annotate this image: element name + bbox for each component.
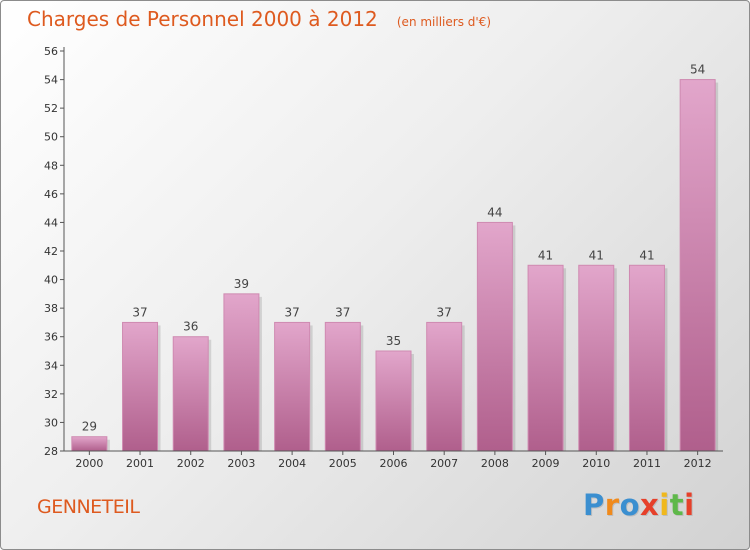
bar-value-label: 35 [386,334,401,348]
proxiti-logo: Proxiti [583,488,695,522]
bar [476,221,513,452]
logo-letter: i [659,488,670,522]
x-tick-label: 2011 [633,457,661,470]
bar [172,336,209,452]
bar [122,321,159,452]
y-tick-label: 42 [44,245,58,258]
y-tick-label: 36 [44,331,58,344]
logo-letter: r [604,488,620,522]
x-tick-label: 2007 [430,457,458,470]
x-tick-label: 2001 [126,457,154,470]
y-tick-label: 30 [44,416,58,429]
title-row: Charges de Personnel 2000 à 2012 (en mil… [27,7,491,31]
chart-title: Charges de Personnel 2000 à 2012 [27,7,378,31]
bar [375,350,412,452]
bar [223,293,260,452]
bar-value-label: 44 [487,205,502,219]
labels-layer: 29 2000 37 2001 36 2002 39 2003 37 2004 37 2005 35 20… [44,45,712,470]
bar [628,264,665,452]
x-tick-label: 2012 [684,457,712,470]
x-tick-label: 2008 [481,457,509,470]
x-tick-label: 2009 [532,457,560,470]
x-tick-label: 2002 [177,457,205,470]
logo-letter: i [684,488,695,522]
bar-value-label: 37 [437,305,452,319]
bar [426,321,463,452]
x-tick-label: 2005 [329,457,357,470]
bar [71,436,108,452]
bar-value-label: 54 [690,63,705,77]
bar-value-label: 29 [82,420,97,434]
x-tick-label: 2000 [75,457,103,470]
commune-name: GENNETEIL [37,496,140,518]
y-tick-label: 40 [44,274,58,287]
y-tick-label: 52 [44,102,58,115]
axes [60,47,723,455]
chart-unit-label: (en milliers d'€) [396,15,491,29]
x-tick-label: 2003 [227,457,255,470]
y-tick-label: 34 [44,359,58,372]
bar [274,321,311,452]
bar-value-label: 41 [538,248,553,262]
bar-value-label: 36 [183,320,198,334]
x-tick-label: 2006 [380,457,408,470]
y-tick-label: 32 [44,388,58,401]
bar-value-label: 37 [284,305,299,319]
logo-letter: o [619,488,641,522]
x-tick-label: 2004 [278,457,306,470]
y-tick-label: 56 [44,45,58,58]
bar-value-label: 37 [335,305,350,319]
logo-letter: t [669,488,685,522]
logo-letter: P [583,488,605,522]
bar-value-label: 39 [234,277,249,291]
y-tick-label: 50 [44,131,58,144]
bar [527,264,564,452]
bar-value-label: 41 [589,248,604,262]
y-tick-label: 38 [44,302,58,315]
bar [578,264,615,452]
y-tick-label: 28 [44,445,58,458]
bars-layer [71,79,719,452]
bar [324,321,361,452]
y-tick-label: 46 [44,188,58,201]
x-tick-label: 2010 [582,457,610,470]
bar-value-label: 37 [132,305,147,319]
bar [679,79,716,452]
y-tick-label: 44 [44,216,58,229]
y-tick-label: 54 [44,74,58,87]
logo-letter: x [640,488,660,522]
bar-value-label: 41 [639,248,654,262]
y-tick-label: 48 [44,159,58,172]
